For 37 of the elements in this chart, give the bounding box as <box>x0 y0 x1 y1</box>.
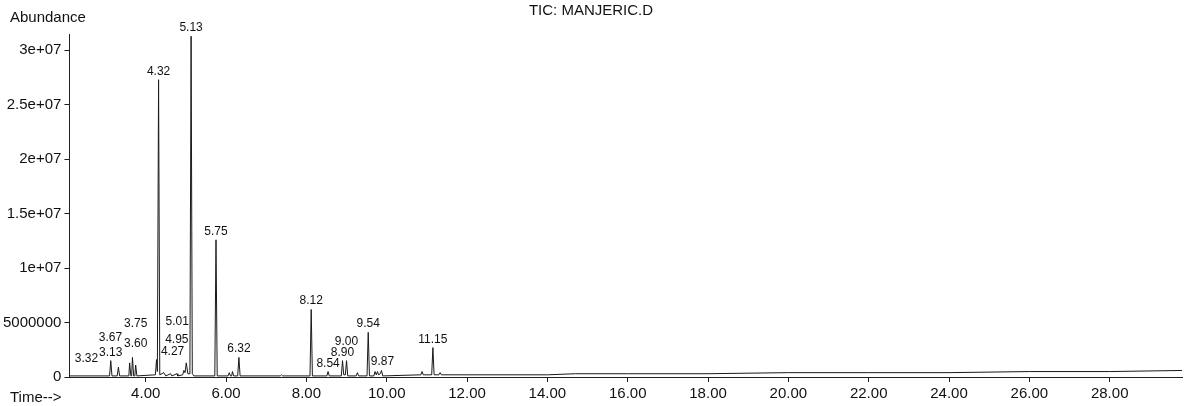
annotation: 3.60 <box>123 335 148 350</box>
x-tick-label: 24.00 <box>930 384 968 402</box>
annotation: 11.15 <box>418 331 448 346</box>
y-tick-label: 2.5e+07 <box>6 94 62 112</box>
annotation: 8.12 <box>299 293 324 308</box>
annotation: 6.32 <box>227 341 251 356</box>
x-tick-label: 26.00 <box>1010 384 1049 402</box>
x-tick-label: 28.00 <box>1090 384 1129 402</box>
x-tick-label: 20.00 <box>769 384 808 402</box>
y-tick-label: 1.5e+07 <box>6 203 62 221</box>
x-tick-label: 8.00 <box>291 384 321 402</box>
annotation: 5.01 <box>165 313 190 328</box>
annotation: 3.13 <box>99 344 123 359</box>
x-tick-label: 18.00 <box>689 384 727 402</box>
x-tick-label: 22.00 <box>849 384 888 402</box>
y-tick-label: 3e+07 <box>19 40 62 58</box>
annotation: 3.32 <box>74 351 99 366</box>
y-axis-title: Abundance <box>10 8 86 25</box>
y-tick-label: 5000000 <box>2 312 62 330</box>
chart-title: TIC: MANJERIC.D <box>528 1 654 19</box>
x-tick-label: 10.00 <box>367 384 406 402</box>
annotation: 9.54 <box>356 316 381 331</box>
annotation: 3.67 <box>98 330 123 345</box>
x-tick-label: 12.00 <box>448 384 486 402</box>
x-tick-label: 4.00 <box>131 384 161 402</box>
x-axis-title: Time--> <box>10 388 62 405</box>
x-tick-label: 14.00 <box>528 384 567 402</box>
x-tick-label: 16.00 <box>608 384 647 402</box>
annotation: 3.75 <box>123 316 148 331</box>
annotation: 5.75 <box>204 223 229 238</box>
y-tick-label: 2e+07 <box>19 149 62 167</box>
annotation: 9.87 <box>370 354 395 369</box>
x-tick-label: 6.00 <box>211 384 241 402</box>
y-tick-label: 0 <box>53 367 62 385</box>
annotation: 5.13 <box>179 20 204 35</box>
annotation: 4.32 <box>146 63 171 78</box>
y-tick-label: 1e+07 <box>19 258 62 276</box>
